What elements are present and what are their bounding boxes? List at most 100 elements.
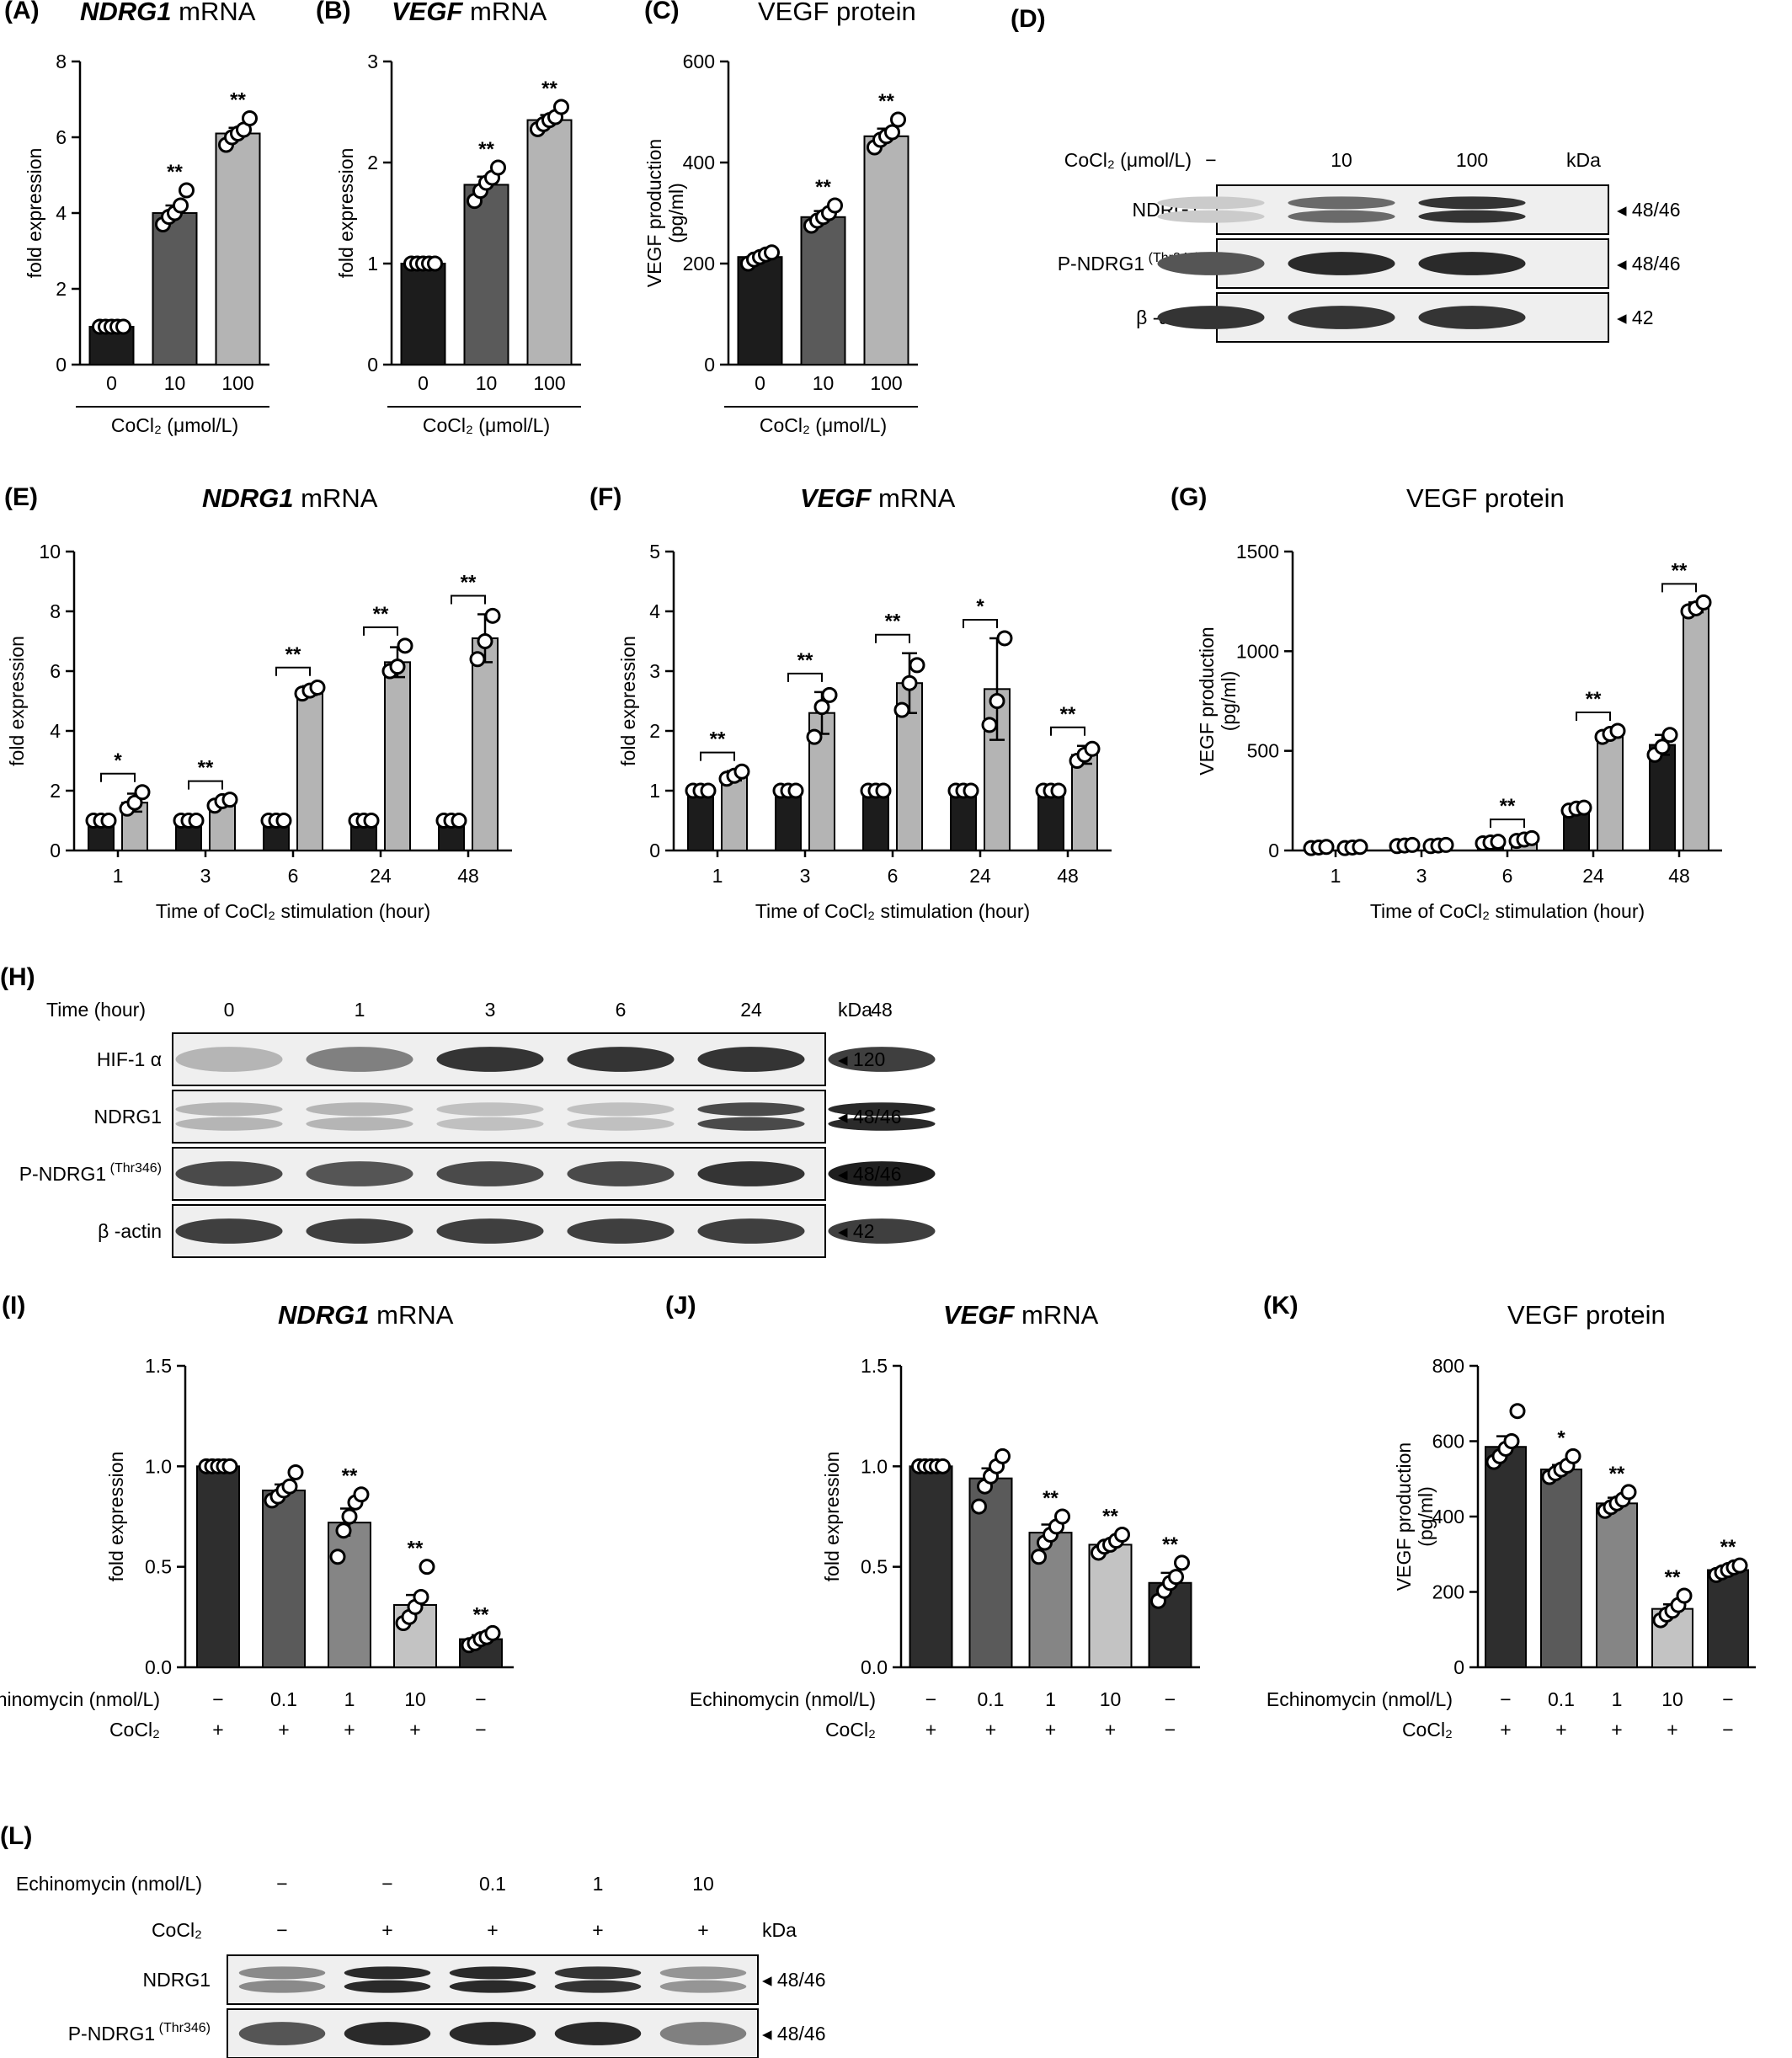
significance-mark: ** <box>461 572 477 594</box>
blot-band <box>697 1218 805 1244</box>
blot-band <box>567 1102 675 1117</box>
bar <box>328 1522 371 1668</box>
data-point <box>1031 1549 1047 1565</box>
blot-header-value: 0.1 <box>479 1873 506 1895</box>
y-axis-label: VEGF production(pg/ml) <box>643 139 687 287</box>
y-tick-label: 400 <box>1432 1506 1464 1528</box>
blot-strip <box>1216 184 1609 235</box>
data-point <box>1050 782 1067 799</box>
chart-title: NDRG1 mRNA <box>278 1300 454 1330</box>
data-point <box>1620 1484 1637 1501</box>
blot-header-value: − <box>276 1873 287 1895</box>
bar <box>721 775 748 851</box>
panel-label: (E) <box>4 483 38 511</box>
y-tick-label: 0 <box>649 840 660 861</box>
bar <box>950 790 977 851</box>
bar <box>737 256 783 366</box>
y-tick-label: 0 <box>367 354 378 376</box>
x-axis-label: Time of CoCl₂ stimulation (hour) <box>1370 900 1645 922</box>
x-axis-label: Time of CoCl₂ stimulation (hour) <box>755 900 1030 922</box>
y-axis-label: fold expression <box>6 636 28 766</box>
y-axis-label: fold expression <box>105 1452 127 1582</box>
data-point <box>1676 1587 1693 1604</box>
data-point <box>477 633 493 649</box>
cocl2-row-label: CoCl₂ <box>825 1719 876 1741</box>
chart-J-svg: (J) VEGF mRNA 0.0 0.5 1.0 1.5 fold expression −… <box>665 1292 1200 1741</box>
echinomycin-value: 0.1 <box>270 1688 297 1710</box>
blot-band <box>306 1117 413 1131</box>
y-tick-label: 0.5 <box>861 1556 888 1578</box>
blot-band <box>436 1218 544 1244</box>
chart-C-svg: (C) VEGF protein 0 200 400 600 VEGF production… <box>643 0 918 436</box>
bar <box>863 135 909 366</box>
cocl2-value: + <box>1105 1719 1116 1741</box>
blot-band <box>828 1218 936 1244</box>
data-point <box>1576 799 1592 816</box>
significance-mark: ** <box>1672 559 1688 582</box>
blot-band <box>344 1966 431 1980</box>
echinomycin-value: − <box>1722 1688 1733 1710</box>
y-axis-label: fold expression <box>821 1452 843 1582</box>
significance-mark: ** <box>198 757 214 780</box>
data-point <box>971 1498 987 1515</box>
blot-kda-marker: ◂ 48/46 <box>838 1106 902 1128</box>
y-tick-label: 0 <box>704 354 715 376</box>
y-tick-label: 0 <box>50 840 61 861</box>
cocl2-value: + <box>1045 1719 1056 1741</box>
kda-header: kDa <box>838 999 872 1021</box>
data-point <box>1168 1569 1184 1586</box>
y-axis-label: VEGF production(pg/ml) <box>1196 626 1240 775</box>
x-axis-label: Time of CoCl₂ stimulation (hour) <box>156 900 430 922</box>
significance-bracket <box>100 772 136 782</box>
significance-bracket <box>275 666 311 676</box>
data-point <box>909 657 925 674</box>
blot-header-value: 1 <box>593 1873 604 1895</box>
data-point <box>1318 839 1335 856</box>
blot-row-label: P-NDRG1 (Thr346) <box>19 1161 162 1185</box>
panel-L: (L) Echinomycin (nmol/L) − − 0.1 1 10 CoCl₂ − + + +… <box>0 1819 884 2058</box>
y-tick-label: 400 <box>683 152 715 173</box>
data-point <box>363 813 380 829</box>
blot-band <box>306 1102 413 1117</box>
bar <box>1540 1469 1582 1668</box>
data-point <box>1661 727 1678 744</box>
significance-bracket <box>1576 712 1611 721</box>
y-tick-label: 600 <box>1432 1431 1464 1453</box>
data-point <box>1523 829 1540 846</box>
x-tick-label: 0 <box>755 372 765 394</box>
y-tick-label: 1 <box>649 780 660 802</box>
blot-band <box>1288 252 1395 275</box>
blot-kda-marker: ◂ 42 <box>1617 307 1654 328</box>
significance-mark: * <box>1557 1426 1565 1449</box>
echinomycin-value: − <box>1500 1688 1511 1710</box>
blot-band <box>659 1980 747 1993</box>
bar <box>1071 754 1098 851</box>
data-point <box>1404 836 1421 853</box>
data-point <box>1114 1526 1130 1543</box>
x-tick-label: 3 <box>200 865 211 887</box>
data-point <box>1437 836 1454 853</box>
data-point <box>1352 839 1368 856</box>
blot-row-label: NDRG1 <box>142 1969 211 1991</box>
x-tick-label: 10 <box>164 372 186 394</box>
data-point <box>329 1549 346 1565</box>
y-tick-label: 0 <box>56 354 67 376</box>
blot-band <box>175 1218 283 1244</box>
echinomycin-value: 1 <box>1612 1688 1623 1710</box>
data-point <box>1695 594 1712 610</box>
significance-mark: ** <box>408 1538 424 1560</box>
blot-header-value: 100 <box>1456 149 1488 171</box>
panel-label: (C) <box>644 0 680 24</box>
blot-kda-marker: ◂ 48/46 <box>762 2023 826 2045</box>
x-tick-label: 100 <box>533 372 565 394</box>
y-tick-label: 200 <box>1432 1581 1464 1603</box>
cocl2-value: + <box>985 1719 996 1741</box>
data-point <box>413 1588 429 1605</box>
y-tick-label: 0.0 <box>861 1656 888 1678</box>
data-point <box>275 813 292 829</box>
panel-K: (K) VEGF protein 0 200 400 600 800 VEGF product… <box>1238 1288 1777 1760</box>
significance-mark: * <box>114 749 122 772</box>
y-tick-label: 4 <box>56 202 67 224</box>
data-point <box>700 782 717 799</box>
